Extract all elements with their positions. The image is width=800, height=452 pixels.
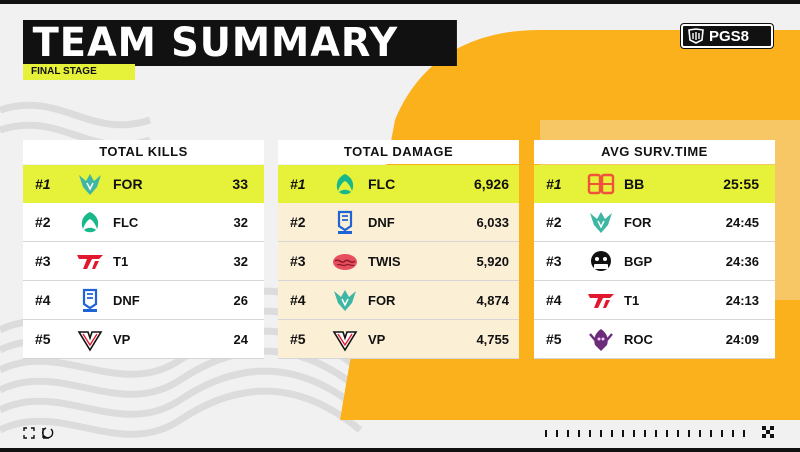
team-name: VP	[113, 331, 131, 347]
expand-icon	[23, 427, 54, 439]
rank-label: #5	[546, 331, 562, 347]
checkered-flag-icon	[762, 426, 774, 438]
flc-logo-icon	[81, 212, 99, 233]
twis-logo-icon	[333, 254, 357, 270]
for-logo-icon	[590, 212, 612, 233]
stat-value: 32	[233, 214, 248, 230]
stage-label: FINAL STAGE	[23, 64, 135, 80]
table-row: #5 VP 24	[23, 320, 264, 359]
rank-label: #5	[35, 331, 51, 347]
rank-label: #2	[546, 214, 562, 230]
stat-value: 24:45	[725, 214, 759, 230]
vp-logo-icon	[332, 331, 358, 352]
stat-value: 6,926	[473, 176, 509, 192]
rank-label: #2	[35, 214, 51, 230]
team-name: DNF	[113, 292, 140, 308]
table-row: #2 FLC 32	[23, 203, 264, 242]
stat-value: 5,920	[476, 253, 509, 269]
panel-avg-surv-time: AVG SURV.TIME #1 BB 25:55 #2 FOR 24:45 #3 BGP 24…	[534, 140, 775, 359]
table-row: #2 FOR 24:45	[534, 203, 775, 242]
stat-value: 24:13	[725, 292, 759, 308]
stat-value: 25:55	[723, 176, 759, 192]
stat-value: 24:36	[725, 253, 759, 269]
page-title: TEAM SUMMARY	[23, 20, 457, 66]
pgs-mark-icon	[688, 28, 704, 44]
stat-value: 33	[232, 176, 248, 192]
tournament-logo: PGS8	[681, 24, 773, 48]
panel-title: TOTAL DAMAGE	[278, 140, 519, 164]
rank-label: #3	[546, 253, 562, 269]
team-name: ROC	[624, 331, 653, 347]
team-name: T1	[113, 253, 129, 269]
table-row: #1 FLC 6,926	[278, 165, 519, 203]
for-logo-icon	[334, 290, 356, 311]
table-row: #5 VP 4,755	[278, 320, 519, 359]
stat-value: 24	[233, 331, 248, 347]
rank-label: #2	[290, 214, 306, 230]
table-row: #4 FOR 4,874	[278, 281, 519, 320]
dnf-logo-icon	[337, 210, 353, 234]
tournament-logo-text: PGS8	[709, 27, 750, 45]
table-row: #2 DNF 6,033	[278, 203, 519, 242]
team-name: TWIS	[368, 253, 401, 269]
team-name: BB	[624, 176, 645, 192]
panel-total-damage: TOTAL DAMAGE #1 FLC 6,926 #2 DNF 6,033 #3 TWIS 5…	[278, 140, 519, 359]
stat-value: 6,033	[476, 214, 509, 230]
table-row: #3 BGP 24:36	[534, 242, 775, 281]
stat-value: 4,755	[476, 331, 509, 347]
rank-label: #4	[35, 292, 51, 308]
panel-title: TOTAL KILLS	[23, 140, 264, 164]
table-row: #1 FOR 33	[23, 165, 264, 203]
table-row: #1 BB 25:55	[534, 165, 775, 203]
dnf-logo-icon	[82, 288, 98, 312]
bgp-logo-icon	[591, 251, 611, 271]
table-row: #3 T1 32	[23, 242, 264, 281]
for-logo-icon	[79, 174, 101, 195]
rank-label: #5	[290, 331, 306, 347]
stat-value: 32	[233, 253, 248, 269]
rank-label: #1	[546, 176, 562, 192]
team-name: BGP	[624, 253, 653, 269]
rank-label: #1	[290, 176, 306, 192]
t1-logo-icon	[77, 255, 103, 269]
rank-label: #4	[290, 292, 306, 308]
panel-total-kills: TOTAL KILLS #1 FOR 33 #2 FLC 32 #3 T1 32 #4 DNF 26 #…	[23, 140, 264, 359]
table-row: #5 ROC 24:09	[534, 320, 775, 359]
team-name: FOR	[368, 292, 396, 308]
rank-label: #3	[35, 253, 51, 269]
rank-label: #1	[35, 176, 51, 192]
team-name: FOR	[624, 214, 652, 230]
team-name: FOR	[113, 176, 143, 192]
team-name: FLC	[368, 176, 396, 192]
team-name: DNF	[368, 214, 395, 230]
t1-logo-icon	[588, 294, 614, 308]
panel-title: AVG SURV.TIME	[534, 140, 775, 164]
team-name: FLC	[113, 214, 139, 230]
rank-label: #3	[290, 253, 306, 269]
table-row: #3 TWIS 5,920	[278, 242, 519, 281]
table-row: #4 T1 24:13	[534, 281, 775, 320]
vp-logo-icon	[77, 331, 103, 352]
roc-logo-icon	[589, 329, 613, 351]
stat-value: 24:09	[725, 331, 759, 347]
team-name: T1	[624, 292, 640, 308]
flc-logo-icon	[336, 174, 354, 195]
table-row: #4 DNF 26	[23, 281, 264, 320]
bb-logo-icon	[587, 173, 615, 195]
stat-value: 4,874	[476, 292, 509, 308]
progress-ticks	[545, 430, 745, 437]
stat-value: 26	[233, 292, 248, 308]
rank-label: #4	[546, 292, 562, 308]
team-name: VP	[368, 331, 386, 347]
